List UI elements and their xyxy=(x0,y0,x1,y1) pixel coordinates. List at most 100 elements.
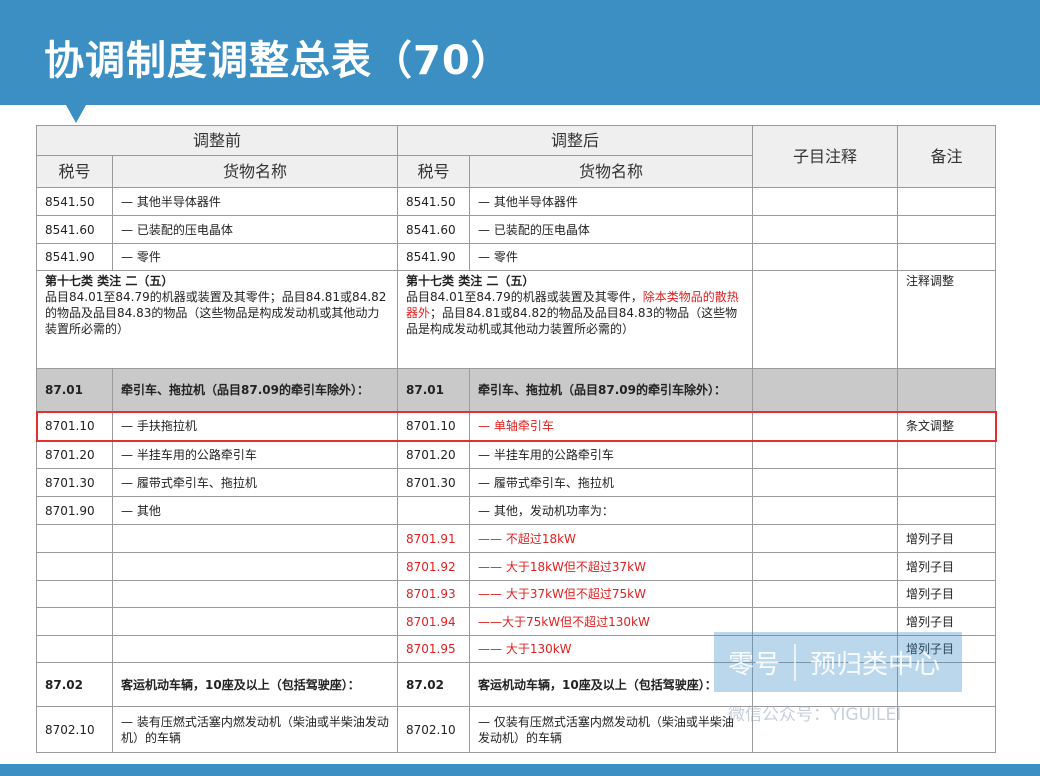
table-cell: 条文调整 xyxy=(897,411,997,441)
table-cell: 增列子目 xyxy=(897,552,997,581)
cell-text: 注释调整 xyxy=(906,274,955,288)
table-cell xyxy=(111,607,399,636)
cell-text: 8541.50 xyxy=(406,194,456,209)
table-row: 8541.90 — 零件 8541.90 — 零件 xyxy=(36,243,997,271)
cell-text: 增列子目 xyxy=(906,614,955,629)
header-row: 调整前 调整后 子目注释 备注 xyxy=(35,125,997,188)
table-cell xyxy=(897,243,997,271)
table-row: 8701.30 — 履带式牵引车、拖拉机 8701.30 — 履带式牵引车、拖拉机 xyxy=(36,468,997,497)
cell-text: 8701.10 xyxy=(406,419,456,433)
cell-text: 增列子目 xyxy=(906,587,955,601)
table-cell: 客运机动车辆，10座及以上（包括驾驶座）： xyxy=(111,662,399,707)
cell-text: 8702.10 xyxy=(45,722,95,737)
table-cell xyxy=(111,524,399,553)
table-cell xyxy=(897,662,997,707)
cell-text: —— 不超过18kW xyxy=(478,531,576,546)
table-cell: 8701.30 xyxy=(36,468,113,497)
table-cell: 8702.10 xyxy=(36,706,113,753)
table-row: 8701.90 — 其他 — 其他，发动机功率为： xyxy=(36,496,997,525)
table-row: 8541.60 — 已装配的压电晶体 8541.60 — 已装配的压电晶体 xyxy=(36,215,997,244)
cell-text: 增列子目 xyxy=(906,531,955,546)
table-cell xyxy=(752,187,899,216)
table-cell xyxy=(897,368,997,412)
table-row: 87.02 客运机动车辆，10座及以上（包括驾驶座）： 87.02 客运机动车辆，10… xyxy=(36,662,997,707)
cell-text: — 零件 xyxy=(478,250,518,264)
cell-text: 8541.50 xyxy=(45,194,95,209)
cell-text: 87.01 xyxy=(406,383,444,397)
table-cell xyxy=(111,635,399,663)
cell-text: 增列子目 xyxy=(906,559,955,574)
table-cell: 87.01 xyxy=(397,368,471,412)
cell-text: 8701.10 xyxy=(45,419,95,433)
table-cell xyxy=(752,270,899,369)
watermark-account: 微信公众号：YIGUILEI xyxy=(728,705,902,725)
table-cell: 8541.50 xyxy=(397,187,471,216)
cell-text: 87.01 xyxy=(45,383,83,397)
cell-text: 客运机动车辆，10座及以上（包括驾驶座）： xyxy=(121,677,360,692)
cell-text: — 其他半导体器件 xyxy=(478,194,578,209)
table-row: 8702.10 — 装有压燃式活塞内燃发动机（柴油或半柴油发动机）的车辆 8702.… xyxy=(36,706,997,753)
cell-text: — 其他 xyxy=(121,503,161,518)
cell-text: 8541.90 xyxy=(45,250,95,264)
table-row: 第十七类 类注 二（五） 品目84.01至84.79的机器或装置及其零件；品目84… xyxy=(35,270,997,369)
cell-text: — 履带式牵引车、拖拉机 xyxy=(121,475,257,490)
cell-text: 8702.10 xyxy=(406,722,456,737)
cell-text: 条文调整 xyxy=(906,419,955,433)
sub-header: 税号 xyxy=(397,155,471,188)
title: 协调制度调整总表（70） xyxy=(44,38,512,84)
table-cell: 8701.10 xyxy=(36,411,113,441)
table-cell xyxy=(36,635,113,663)
table-cell: 8701.20 xyxy=(397,440,471,469)
cell-text: 8701.30 xyxy=(45,475,95,490)
table-cell: 8701.10 xyxy=(397,411,471,441)
cell-text: — 手扶拖拉机 xyxy=(121,419,197,433)
sub-header: 税号 xyxy=(36,155,113,188)
table-cell xyxy=(752,496,899,525)
table-cell xyxy=(111,552,399,581)
table-row: 8541.50 — 其他半导体器件 8541.50 — 其他半导体器件 xyxy=(36,187,997,216)
table-cell: 8701.91 xyxy=(397,524,471,553)
cell-text: 牵引车、拖拉机（品目87.09的牵引车除外）： xyxy=(121,383,369,397)
table-cell: 增列子目 xyxy=(897,580,997,608)
table-cell: 第十七类 类注 二（五） 品目84.01至84.79的机器或装置及其零件；品目84… xyxy=(35,270,399,369)
table-cell: — 已装配的压电晶体 xyxy=(469,215,754,244)
header-row: 税号 货物名称 税号 货物名称 xyxy=(36,155,996,188)
cell-text: 8701.90 xyxy=(45,503,95,518)
table-cell: 牵引车、拖拉机（品目87.09的牵引车除外）： xyxy=(111,368,399,412)
cell-text: 除本类物品的散热器外 xyxy=(406,290,739,320)
table-row: 8701.94 ——大于75kW但不超过130kW 增列子目 xyxy=(36,607,997,636)
footer-bar xyxy=(0,764,1040,776)
table-cell: 87.02 xyxy=(36,662,113,707)
table-row: 8701.10 — 手扶拖拉机 8701.10 — 单轴牵引车 条文调整 xyxy=(36,411,997,441)
table-cell: 8541.50 xyxy=(36,187,113,216)
table-cell: 8701.93 xyxy=(397,580,471,608)
watermark-text: 零号 xyxy=(728,649,781,680)
cell-text: 8701.92 xyxy=(406,559,456,574)
table-row: 8701.92 —— 大于18kW但不超过37kW 增列子目 xyxy=(36,552,997,581)
table-cell: 8541.90 xyxy=(36,243,113,271)
table-cell: — 履带式牵引车、拖拉机 xyxy=(469,468,754,497)
table-cell: —— 大于18kW但不超过37kW xyxy=(469,552,754,581)
cell-text: 增列子目 xyxy=(906,642,955,656)
table-cell xyxy=(752,662,899,707)
table-cell xyxy=(752,368,899,412)
cell-text: 8541.90 xyxy=(406,250,456,264)
table-cell: — 装有压燃式活塞内燃发动机（柴油或半柴油发动机）的车辆 xyxy=(111,706,399,753)
table-cell xyxy=(752,607,899,636)
table-cell: 第十七类 类注 二（五） 品目84.01至84.79的机器或装置及其零件，除本类物… xyxy=(397,270,754,369)
cell-text: — 已装配的压电晶体 xyxy=(478,222,590,237)
table-cell: — 半挂车用的公路牵引车 xyxy=(469,440,754,469)
cell-text: — 其他，发动机功率为： xyxy=(478,503,614,518)
cell-text: 8701.91 xyxy=(406,531,456,546)
cell-text: 8701.94 xyxy=(406,614,456,629)
table-cell: —— 不超过18kW xyxy=(469,524,754,553)
table-cell: 8701.92 xyxy=(397,552,471,581)
tariff-table: 调整前 调整后 子目注释 备注 税号 货物名称 税号 货物名称 8541.50 — 其他半导体器件… xyxy=(35,125,997,753)
cell-text: 87.02 xyxy=(406,677,444,692)
table-cell: — 零件 xyxy=(469,243,754,271)
table-cell xyxy=(752,243,899,271)
table-cell: — 零件 xyxy=(111,243,399,271)
table-cell: 8701.95 xyxy=(397,635,471,663)
table-cell xyxy=(897,440,997,469)
